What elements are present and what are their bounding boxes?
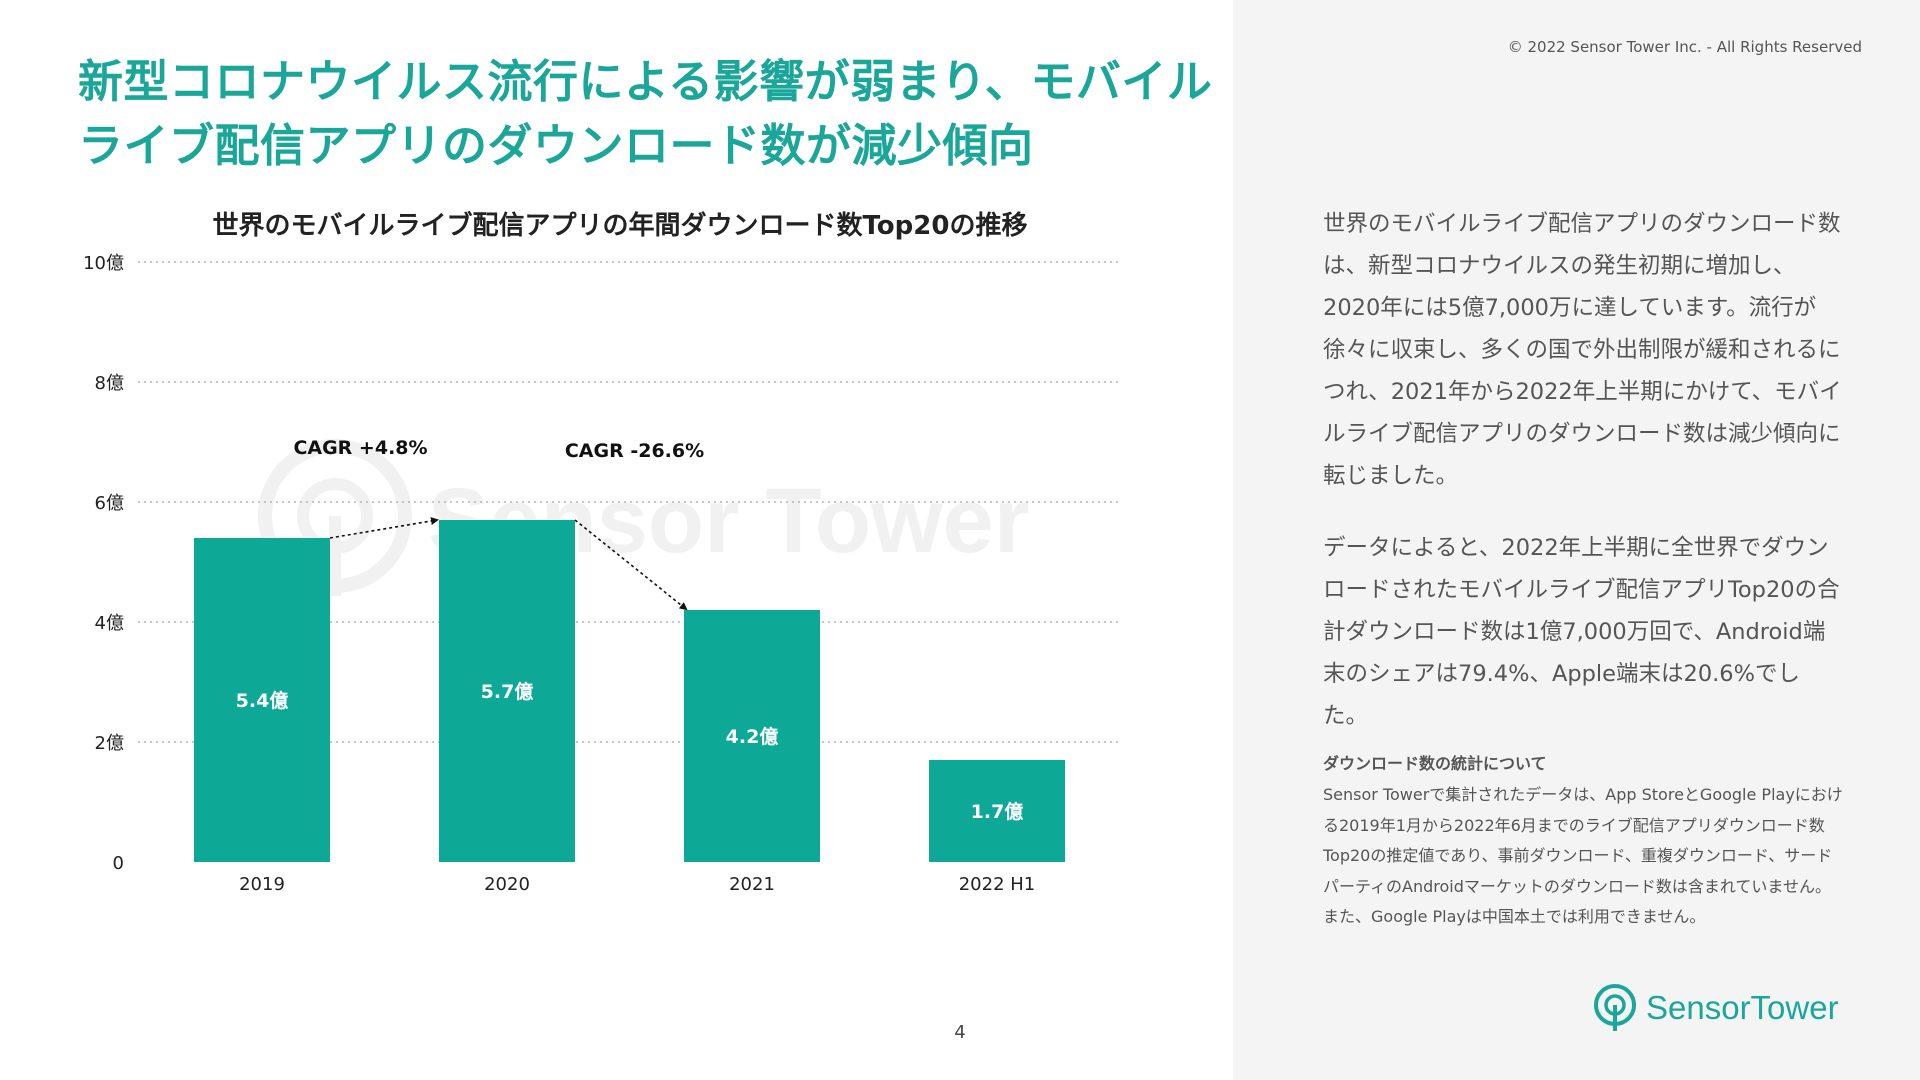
body-paragraph-1: 世界のモバイルライブ配信アプリのダウンロード数は、新型コロナウイルスの発生初期に…	[1323, 211, 1842, 489]
chart-title: 世界のモバイルライブ配信アプリの年間ダウンロード数Top20の推移	[212, 211, 1028, 241]
x-tick-label: 2019	[239, 874, 285, 895]
bar	[684, 610, 820, 862]
cagr-label: CAGR +4.8%	[293, 437, 427, 459]
x-tick-label: 2020	[484, 874, 530, 895]
page-title-line-2: ライブ配信アプリのダウンロード数が減少傾向	[78, 119, 1034, 172]
bar-value-label: 5.7億	[481, 680, 534, 703]
sensor-tower-logo: SensorTower	[1592, 982, 1839, 1034]
body-paragraph-2: データによると、2022年上半期に全世界でダウンロードされたモバイルライブ配信ア…	[1323, 535, 1840, 729]
body-text: 世界のモバイルライブ配信アプリのダウンロード数は、新型コロナウイルスの発生初期に…	[1323, 203, 1843, 767]
page-title: 新型コロナウイルス流行による影響が弱まり、モバイル ライブ配信アプリのダウンロー…	[78, 50, 1228, 178]
page-number: 4	[954, 1022, 966, 1043]
bar-value-label: 5.4億	[236, 689, 289, 712]
y-tick-label: 10億	[83, 253, 124, 274]
bar	[439, 520, 575, 862]
y-tick-label: 0	[113, 853, 124, 874]
right-panel	[1233, 0, 1920, 1080]
bar	[929, 760, 1065, 862]
cagr-arrow	[329, 517, 439, 539]
cagr-label: CAGR -26.6%	[565, 440, 704, 462]
y-tick-label: 2億	[95, 733, 124, 754]
notes-body: Sensor Towerで集計されたデータは、App StoreとGoogle …	[1323, 785, 1843, 926]
y-tick-label: 4億	[95, 613, 124, 634]
bar	[194, 538, 330, 862]
sensor-tower-logo-icon	[1594, 984, 1636, 1031]
y-tick-label: 6億	[95, 493, 124, 514]
y-tick-label: 8億	[95, 373, 124, 394]
logo-text: SensorTower	[1646, 989, 1839, 1026]
page-title-line-1: 新型コロナウイルス流行による影響が弱まり、モバイル	[78, 55, 1213, 108]
bar-value-label: 4.2億	[726, 725, 779, 748]
bar-value-label: 1.7億	[971, 800, 1024, 823]
watermark-logo-stem	[329, 516, 341, 596]
copyright: © 2022 Sensor Tower Inc. - All Rights Re…	[1507, 38, 1862, 56]
x-tick-label: 2022 H1	[959, 874, 1036, 895]
notes-heading: ダウンロード数の統計について	[1323, 754, 1547, 773]
x-tick-label: 2021	[729, 874, 775, 895]
